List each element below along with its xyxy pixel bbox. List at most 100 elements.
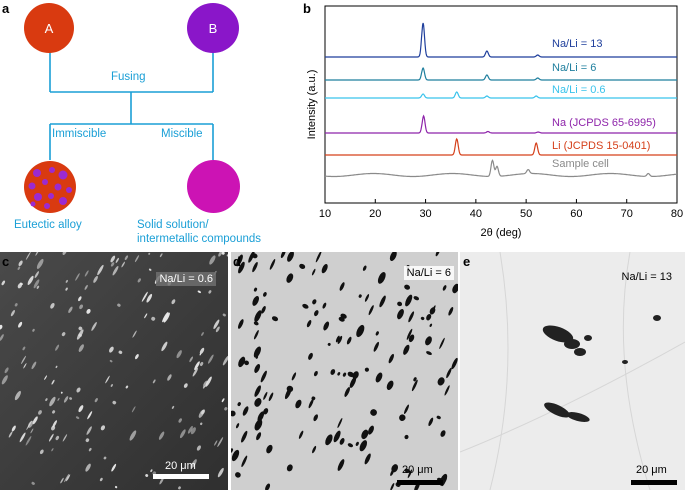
sem-grain	[30, 428, 34, 434]
sem-grain	[94, 398, 98, 403]
sem-blob	[291, 372, 297, 381]
sem-grain	[137, 278, 141, 283]
sem-blob	[408, 311, 415, 323]
sem-blob	[333, 430, 341, 443]
sem-blob	[368, 305, 374, 316]
sem-grain	[201, 332, 204, 336]
sem-grain	[213, 319, 220, 330]
sem-grain	[36, 285, 40, 289]
sem-blob	[375, 331, 379, 336]
sem-grain	[25, 436, 32, 446]
sem-grain	[134, 255, 140, 263]
sem-grain	[23, 363, 27, 369]
sem-grain	[190, 459, 197, 469]
sem-grain	[8, 431, 13, 438]
sem-grain	[45, 398, 48, 402]
sem-grain	[199, 347, 205, 355]
sem-blob	[325, 434, 333, 446]
sem-blob	[271, 316, 279, 322]
sem-grain	[192, 367, 199, 377]
sem-blob	[299, 263, 306, 269]
sem-blob	[379, 295, 386, 308]
sem-blob	[403, 344, 410, 355]
sem-grain	[60, 391, 63, 394]
sem-blob	[411, 379, 418, 392]
sem-blob	[254, 364, 261, 373]
sem-grain	[76, 329, 84, 340]
sem-grain	[22, 346, 26, 351]
sem-grain	[31, 481, 35, 485]
sem-grain	[1, 280, 6, 286]
sem-blob	[404, 434, 409, 440]
sem-grain	[129, 430, 137, 441]
x-tick-label: 20	[369, 208, 381, 220]
sem-blob	[373, 341, 380, 352]
sem-grain	[183, 383, 188, 388]
x-tick-label: 30	[419, 208, 431, 220]
series-label: Na/Li = 13	[552, 38, 602, 50]
sem-grain	[124, 255, 129, 261]
sem-grain	[221, 398, 225, 403]
sem-grain	[194, 361, 200, 371]
sem-grain	[100, 425, 106, 431]
sem-grain	[48, 433, 54, 442]
sem-grain	[68, 306, 73, 313]
sem-blob	[280, 252, 286, 259]
sem-texture-e	[460, 252, 685, 490]
sem-grain	[11, 425, 16, 432]
sem-blob	[446, 367, 452, 379]
sem-blob	[237, 319, 244, 329]
sem-grain	[33, 279, 40, 289]
sem-grain	[115, 257, 119, 263]
scale-bar-e	[631, 480, 677, 485]
sem-blob	[261, 306, 266, 314]
sem-blob	[346, 336, 352, 345]
sem-grain	[87, 411, 93, 420]
sem-blob	[231, 449, 240, 462]
sem-grain	[17, 266, 21, 271]
sem-blob	[263, 391, 268, 400]
sem-texture-c	[0, 252, 228, 490]
sem-blob	[337, 371, 341, 376]
scale-bar-d	[397, 480, 443, 485]
sem-grain	[144, 313, 148, 319]
sem-grain	[196, 445, 201, 451]
sem-grain	[62, 434, 68, 442]
sem-blob	[429, 307, 436, 315]
solid-solution-label-1: Solid solution/	[137, 219, 209, 231]
sem-blob	[397, 308, 404, 320]
series-label: Na/Li = 0.6	[552, 84, 606, 96]
sem-blob	[413, 377, 417, 382]
sem-grain	[105, 375, 110, 384]
sem-blob	[404, 404, 409, 415]
series-line	[325, 22, 677, 58]
sem-grain	[171, 299, 176, 305]
scale-bar-c	[153, 474, 209, 479]
sem-blob	[362, 265, 367, 271]
eutectic-alloy-circle	[24, 161, 76, 213]
sem-blob	[440, 430, 446, 437]
sem-grain	[0, 334, 4, 342]
x-tick-label: 40	[470, 208, 482, 220]
sem-blob	[339, 282, 345, 291]
series-line	[324, 159, 677, 178]
sem-blob	[338, 316, 345, 322]
sem-blob	[406, 328, 413, 340]
sem-blob	[429, 323, 433, 327]
sem-grain	[218, 252, 223, 257]
sem-grain	[93, 275, 98, 283]
sem-blob	[241, 430, 248, 443]
sem-blob	[330, 369, 336, 375]
sem-grain	[226, 254, 228, 257]
sem-blob	[347, 371, 354, 378]
sem-grain	[208, 290, 212, 294]
sem-grain	[32, 416, 38, 425]
sem-grain	[148, 252, 151, 255]
sem-grain	[51, 448, 54, 452]
sem-grain	[18, 260, 23, 267]
sem-blob	[313, 370, 318, 377]
sem-blob	[268, 392, 274, 402]
sem-blob	[235, 423, 240, 429]
series-line	[325, 137, 677, 156]
sem-grain	[49, 396, 56, 407]
